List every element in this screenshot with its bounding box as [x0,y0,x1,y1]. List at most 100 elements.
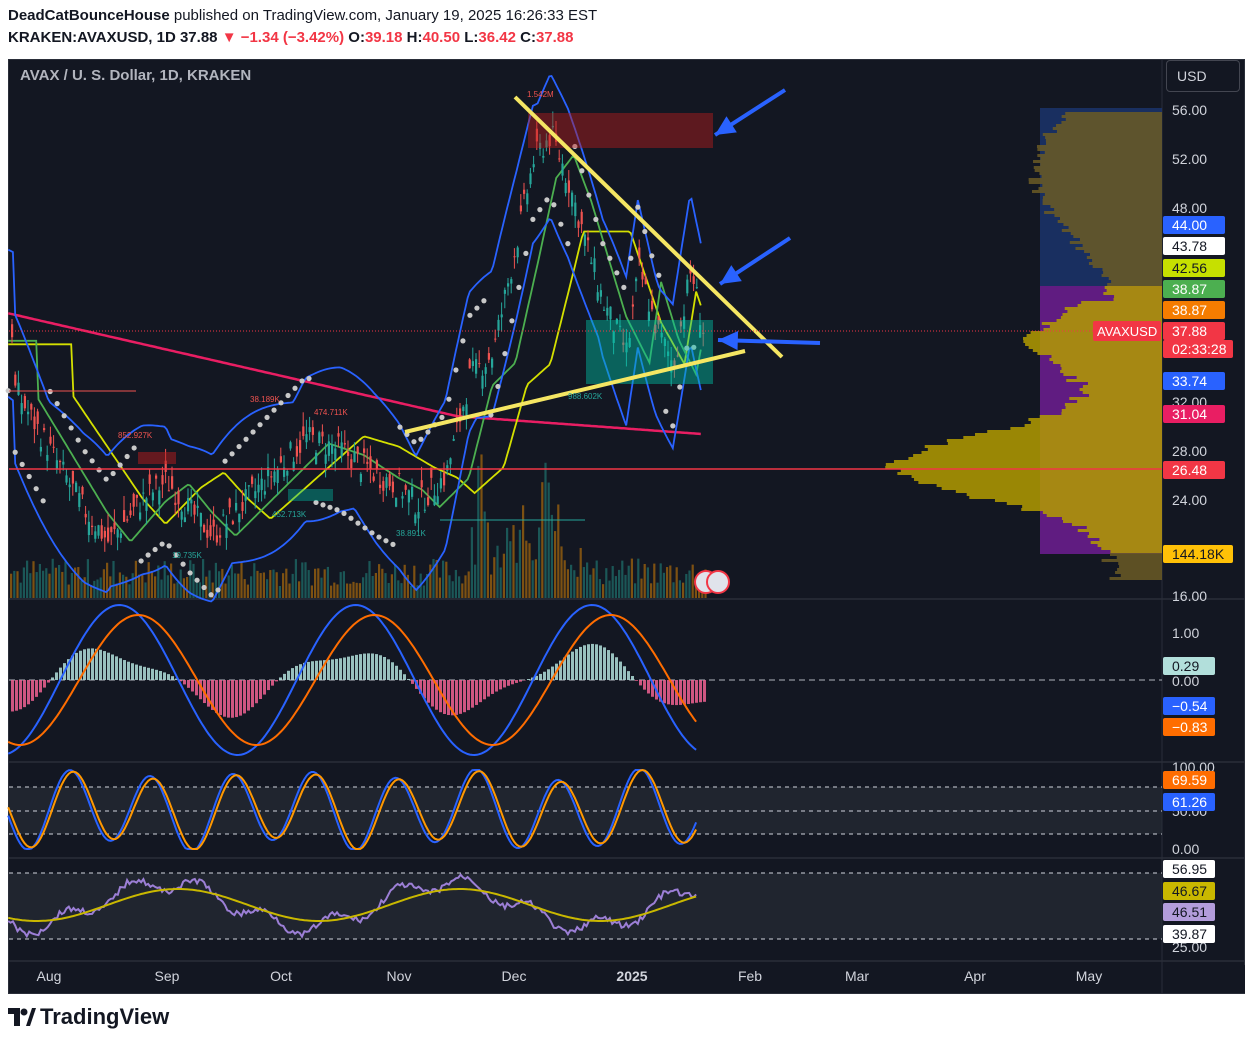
volume-bar [525,540,528,598]
macd-histogram-bar [263,680,266,695]
macd-pane [7,603,1162,757]
vp-bar [987,430,1162,433]
vp-bar [1076,376,1162,379]
price-label-pill [1163,340,1233,358]
vp-bar [1110,553,1162,556]
candle-body [196,505,199,508]
sar-dot [691,344,697,350]
volume-bar [122,574,125,598]
sar-dot [467,312,473,318]
sar-dot [264,414,270,420]
candle-body [302,426,305,437]
macd-histogram-bar [383,656,386,680]
candle-body [17,382,20,395]
volume-bar [269,570,272,598]
time-axis-bg [9,965,1245,993]
candle-body [587,237,590,241]
vp-bar [1065,118,1162,121]
macd-histogram-bar [423,680,426,699]
candle-body [78,493,81,507]
sar-dot [656,272,662,278]
macd-histogram-bar [43,680,46,688]
grid [9,60,1244,993]
price-label-text: 42.56 [1172,260,1207,276]
macd-histogram-bar [495,680,498,692]
macd-histogram-bar [487,680,490,697]
candle-body [407,490,410,503]
rsi-line [7,873,697,939]
candle-body [257,484,260,493]
volume-bar [605,568,608,598]
candle-body [452,438,455,441]
vp-bar [1082,244,1162,247]
candle-body [446,465,449,471]
candle-body [100,525,103,539]
candle-body [219,535,222,538]
volume-bar [26,560,29,598]
macd-histogram-bar [611,653,614,680]
candle-body [116,529,119,538]
volume-bar [608,580,611,598]
volume-bar [374,572,377,598]
candle-body [471,361,474,367]
author-name[interactable]: DeadCatBounceHouse [8,7,170,24]
volume-bar [669,565,672,598]
vp-bar [1038,187,1162,190]
volume-bar [243,579,246,598]
volume-bar [627,565,630,598]
brand-name[interactable]: TradingView [40,1004,170,1029]
sar-dot [89,458,95,464]
candle-body [279,456,282,463]
price-tick: 28.00 [1172,443,1207,459]
sar-dot [166,543,172,549]
volume-bar [362,577,365,598]
vp-bar [1089,532,1162,535]
candle-body [366,461,369,464]
sar-dot [565,241,571,247]
candle-body [443,472,446,486]
volume-bar [294,559,297,598]
volume-bar [262,572,265,598]
price-label-pill [1163,280,1225,298]
close-label: C: [520,29,536,46]
macd-histogram-bar [11,680,14,712]
sar-dot [320,502,326,508]
candle-body [353,452,356,463]
volume-bar [19,582,22,598]
volume-bar [426,573,429,598]
vp-bar [1061,412,1162,415]
volume-bar [634,583,637,598]
candle-body [414,514,417,524]
candle-body [401,496,404,499]
volume-bar [518,529,521,598]
axes: 56.0052.0048.0032.0028.0024.0016.0044.00… [37,102,1233,984]
vp-bar [1060,316,1162,319]
candle-body [331,444,334,454]
sar-dot [376,534,382,540]
vp-bar [1044,193,1162,196]
volume-bar [509,541,512,598]
macd-histogram-bar [399,669,402,680]
candle-body [46,454,49,461]
candle-body [420,480,423,488]
candle-body [647,311,650,322]
candle-body [475,359,478,374]
macd-histogram-bar [535,675,538,680]
sar-dot [278,400,284,406]
candle-body [513,256,516,258]
vp-bar [908,457,1162,460]
price-label-pill [1163,461,1225,479]
macd-histogram-bar [111,654,114,680]
vp-bar [1081,301,1162,304]
candle-body [603,309,606,311]
small-zone [138,452,176,464]
rsi-pill [1163,903,1215,921]
vp-bar [1042,202,1162,205]
macd-histogram-bar [567,654,570,680]
volume-bar [224,583,227,598]
currency-button[interactable]: USD [1166,60,1240,92]
time-tick: Mar [845,968,869,984]
vp-bar [1111,280,1162,283]
symbol-tag-bg [1093,321,1161,341]
